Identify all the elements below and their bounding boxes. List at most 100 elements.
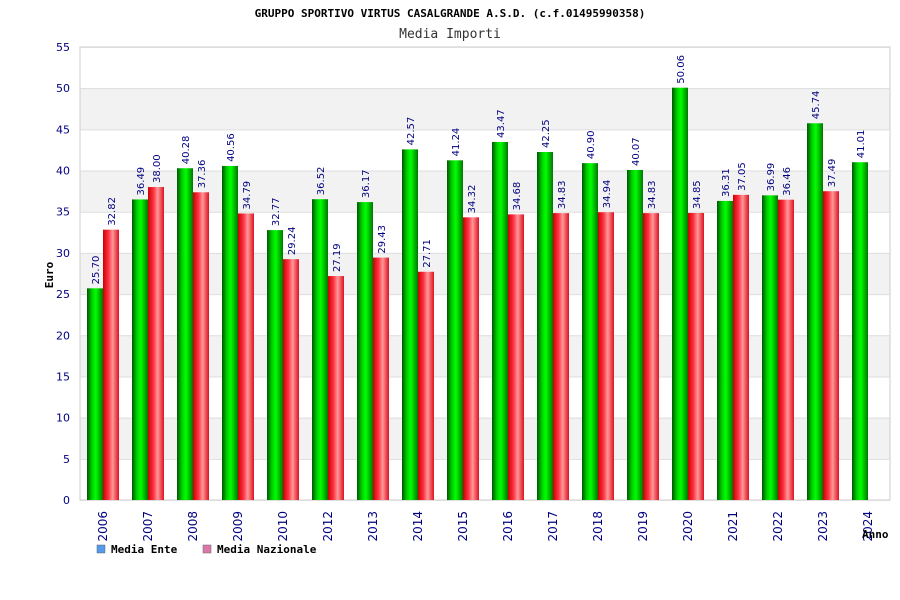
chart-title: GRUPPO SPORTIVO VIRTUS CASALGRANDE A.S.D… <box>255 7 646 20</box>
value-label: 50.06 <box>676 55 687 84</box>
bar-media-ente <box>852 162 868 500</box>
x-tick-label: 2009 <box>231 511 245 542</box>
y-tick-label: 15 <box>56 370 70 383</box>
value-label: 37.05 <box>737 162 748 191</box>
bar-media-ente <box>582 163 598 500</box>
x-tick-label: 2017 <box>546 511 560 542</box>
bar-media-ente <box>627 169 643 500</box>
value-label: 27.71 <box>422 239 433 268</box>
bar-media-ente <box>537 152 553 500</box>
plot-band <box>80 294 890 336</box>
y-tick-label: 20 <box>56 329 70 342</box>
legend-swatch <box>96 544 106 554</box>
value-label: 34.68 <box>512 182 523 211</box>
value-label: 36.49 <box>136 167 147 196</box>
value-label: 37.49 <box>827 159 838 188</box>
x-tick-label: 2014 <box>411 511 425 542</box>
y-tick-label: 10 <box>56 412 70 425</box>
value-label: 41.01 <box>856 130 867 159</box>
x-tick-label: 2022 <box>771 511 785 542</box>
bar-media-nazionale <box>643 213 659 501</box>
plot-band <box>80 458 890 500</box>
bar-media-ente <box>312 199 328 500</box>
x-axis-ticks: 2006 2007 2008 2009 2010 2012 2013 2014 2015 2016… <box>96 511 875 542</box>
value-label: 36.99 <box>766 163 777 192</box>
x-tick-label: 2016 <box>501 511 515 542</box>
y-tick-label: 50 <box>56 82 70 95</box>
value-label: 40.90 <box>586 130 597 159</box>
value-label: 34.94 <box>602 180 613 209</box>
x-tick-label: 2006 <box>96 511 110 542</box>
bar-media-nazionale <box>553 213 569 501</box>
value-label: 45.74 <box>811 91 822 120</box>
legend-label: Media Nazionale <box>217 543 317 556</box>
value-label: 29.24 <box>287 227 298 256</box>
y-tick-label: 55 <box>56 41 70 54</box>
value-labels: 25.70 32.82 36.49 38.00 40.28 37.36 40.56 34.79… <box>91 55 867 284</box>
x-tick-label: 2012 <box>321 511 335 542</box>
value-label: 36.31 <box>721 168 732 197</box>
bar-media-nazionale <box>598 212 614 501</box>
value-label: 32.82 <box>107 197 118 226</box>
bar-media-nazionale <box>463 217 479 500</box>
bar-media-ente <box>447 160 463 500</box>
bar-media-ente <box>402 149 418 501</box>
value-label: 40.07 <box>631 137 642 166</box>
bar-media-ente <box>132 199 148 501</box>
plot-band <box>80 335 890 377</box>
x-tick-label: 2018 <box>591 511 605 542</box>
bar-media-nazionale <box>688 212 704 501</box>
bar-media-nazionale <box>193 192 209 500</box>
bars <box>87 87 868 501</box>
legend-label: Media Ente <box>111 543 178 556</box>
bar-media-nazionale <box>103 229 119 500</box>
value-label: 42.25 <box>541 119 552 148</box>
value-label: 40.56 <box>226 133 237 162</box>
value-label: 41.24 <box>451 128 462 157</box>
bar-media-nazionale <box>148 187 164 500</box>
bar-media-nazionale <box>823 191 839 500</box>
y-tick-label: 35 <box>56 206 70 219</box>
y-tick-label: 40 <box>56 165 70 178</box>
plot-band <box>80 417 890 459</box>
chart-subtitle: Media Importi <box>399 27 501 42</box>
value-label: 34.83 <box>557 180 568 209</box>
bar-media-ente <box>672 87 688 501</box>
plot-band <box>80 252 890 295</box>
value-label: 36.17 <box>361 169 372 198</box>
y-tick-label: 45 <box>56 123 70 136</box>
gridlines <box>80 47 890 501</box>
y-tick-label: 0 <box>63 494 70 507</box>
value-label: 34.32 <box>467 185 478 214</box>
x-tick-label: 2021 <box>726 511 740 542</box>
value-label: 25.70 <box>91 256 102 285</box>
legend: Media Ente Media Nazionale <box>96 543 317 556</box>
bar-media-ente <box>717 200 733 501</box>
x-tick-label: 2019 <box>636 511 650 542</box>
plot-band <box>80 88 890 130</box>
plot-band <box>80 376 890 418</box>
x-tick-label: 2023 <box>816 511 830 542</box>
y-tick-label: 25 <box>56 288 70 301</box>
x-tick-label: 2010 <box>276 511 290 542</box>
x-tick-label: 2020 <box>681 511 695 542</box>
bar-media-ente <box>222 165 238 500</box>
value-label: 34.79 <box>242 181 253 210</box>
bar-media-nazionale <box>238 213 254 500</box>
bar-media-ente <box>807 123 823 500</box>
value-label: 27.19 <box>332 243 343 272</box>
bar-media-ente <box>177 168 193 501</box>
value-label: 32.77 <box>271 197 282 226</box>
x-axis-label: Anno <box>862 528 889 541</box>
value-label: 36.46 <box>782 167 793 196</box>
bar-media-ente <box>267 230 283 500</box>
x-tick-label: 2007 <box>141 511 155 542</box>
plot-area <box>79 46 891 501</box>
bar-media-nazionale <box>283 259 299 500</box>
value-label: 37.36 <box>197 160 208 189</box>
bar-media-nazionale <box>373 257 389 500</box>
bar-media-nazionale <box>778 199 794 500</box>
bar-media-nazionale <box>733 194 749 501</box>
value-label: 43.47 <box>496 109 507 138</box>
